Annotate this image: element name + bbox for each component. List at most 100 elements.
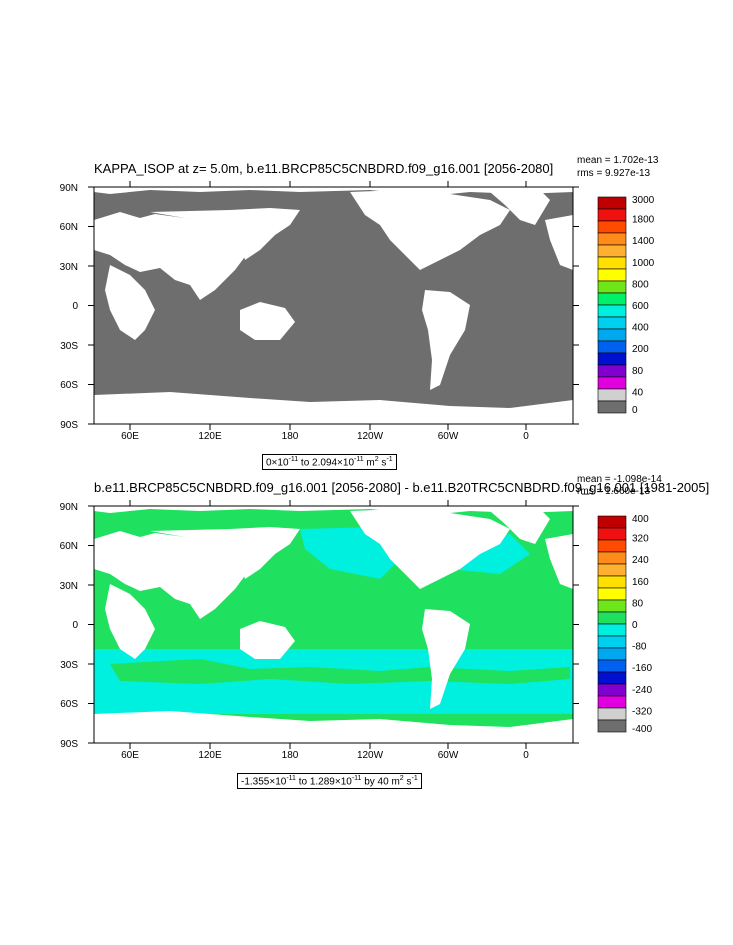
panel1-lat-90s: 90S [60,420,78,431]
panel2-colorbar-label: 400 [632,514,649,525]
panel2-colorbar-label: -160 [632,663,652,674]
panel1-lat-ticks [88,181,579,430]
panel1-colorbar-label: 80 [632,366,644,377]
panel1-lat-90n: 90N [60,183,78,194]
panel2-lat-0: 0 [72,620,78,631]
panel2-colorbar-label: 160 [632,577,649,588]
panel2-lon-60w: 60W [438,750,459,759]
panel2-lon-180: 180 [282,750,299,759]
panel2-colorbar-swatch [597,527,627,541]
panel1-colorbar-label: 800 [632,279,649,290]
panel2-lat-30s: 30S [60,660,78,671]
panel1-colorbar-swatch [597,244,627,258]
panel1-colorbar-label: 0 [632,405,638,416]
panel1-colorbar-swatch [597,352,627,366]
panel1-colorbar-label: 400 [632,323,649,334]
panel2-lat-60n: 60N [60,541,78,552]
panel2-colorbar-label: 240 [632,555,649,566]
panel1-colorbar-swatch [597,292,627,306]
panel2-map: 90N 60N 30N 0 30S 60S 90S 60E 120E 180 1… [60,500,579,759]
panel2-lon-0: 0 [523,750,529,759]
panel1-lon-180: 180 [282,431,299,440]
panel2-colorbar-swatch [597,563,627,577]
panel2-colorbar-swatch [597,575,627,589]
panel1-land [94,187,573,424]
panel2-colorbar-swatch [597,599,627,613]
panel2-colorbar-swatch [597,647,627,661]
panel2-title: b.e11.BRCP85C5CNBDRD.f09_g16.001 [2056-2… [94,480,710,495]
panel2-colorbar-label: 320 [632,534,649,545]
panel2-colorbar-label: -400 [632,724,652,735]
panel1-colorbar-swatch [597,376,627,390]
panel2-colorbar-swatch [597,719,627,733]
panel1-colorbar-label: 200 [632,344,649,355]
panel1-lat-30n: 30N [60,262,78,273]
panel1-map: 90N 60N 30N 0 30S 60S 90S 60E 120E 180 1… [60,181,579,440]
panel2-lon-60e: 60E [121,750,139,759]
panel2-colorbar-swatch [597,515,627,529]
panel2-colorbar-label: 0 [632,620,638,631]
panel2-ticks [88,500,579,749]
panel2-colorbar: 400 320 240 160 80 0 -80 -160 -240 -320 -400 [597,514,652,735]
panel2-colorbar-swatch [597,683,627,697]
panel2-colorbar-swatch [597,539,627,553]
panel1-title: KAPPA_ISOP at z= 5.0m, b.e11.BRCP85C5CNB… [94,161,554,176]
panel1-colorbar-swatch [597,196,627,210]
panel2-colorbar-swatch [597,635,627,649]
panel1-lon-120w: 120W [357,431,384,440]
panel2-colorbar-swatch [597,671,627,685]
panel2-colorbar-label: -80 [632,642,647,653]
panel2-colorbar-swatch [597,587,627,601]
panel2-mean: mean = -1.098e-14 [577,474,662,485]
panel2-colorbar-swatch [597,623,627,637]
panel1-rms: rms = 9.927e-13 [577,168,651,179]
panel1-colorbar-label: 600 [632,301,649,312]
panel1-colorbar-swatch [597,280,627,294]
panel2-lat-90n: 90N [60,502,78,513]
panel1-colorbar-label: 1000 [632,258,655,269]
panel2-colorbar-swatch [597,659,627,673]
panel2-range-box: -1.355×10-11 to 1.289×10-11 by 40 m2 s-1 [237,773,422,790]
panel1-lon-0: 0 [523,431,529,440]
panel2-land [94,506,573,743]
panel1-colorbar-swatch [597,328,627,342]
panel1-colorbar-label: 40 [632,387,644,398]
panel1-colorbar-label: 1400 [632,236,655,247]
panel1-colorbar-swatch [597,256,627,270]
panel1-colorbar-swatch [597,364,627,378]
panel1-range-box: 0×10-11 to 2.094×10-11 m2 s-1 [262,454,397,471]
panel2-colorbar-label: -320 [632,706,652,717]
panel1-colorbar-swatch [597,232,627,246]
panel1-colorbar-swatch [597,388,627,402]
panel2-colorbar-swatch [597,551,627,565]
panel1-colorbar-swatch [597,400,627,414]
panel2-lat-60s: 60S [60,699,78,710]
panel1-lat-30s: 30S [60,341,78,352]
panel1-colorbar-swatch [597,304,627,318]
panel2-lon-120w: 120W [357,750,384,759]
panel1-mean: mean = 1.702e-13 [577,155,659,166]
panel2-colorbar-label: 80 [632,598,644,609]
panel2-colorbar-swatch [597,611,627,625]
panel1-lon-120e: 120E [198,431,222,440]
panel2-colorbar-swatch [597,695,627,709]
panel2-lon-120e: 120E [198,750,222,759]
panel1-lon-60e: 60E [121,431,139,440]
panel1-lon-60w: 60W [438,431,459,440]
panel1-colorbar-swatch [597,340,627,354]
panel2-colorbar-label: -240 [632,685,652,696]
panel1-colorbar-label: 3000 [632,195,655,206]
panel2-rms: rms = 1.660e-13 [577,486,651,497]
panel1-colorbar-swatch [597,316,627,330]
panel1-colorbar-swatch [597,208,627,222]
panel2-colorbar-swatch [597,707,627,721]
panel2-lat-90s: 90S [60,739,78,750]
panel1-lat-60n: 60N [60,222,78,233]
panel1-lat-0: 0 [72,301,78,312]
panel1-colorbar-label: 1800 [632,215,655,226]
panel1-lat-60s: 60S [60,380,78,391]
panel1-colorbar-swatch [597,220,627,234]
panel2-lat-30n: 30N [60,581,78,592]
panel1-colorbar-swatch [597,268,627,282]
